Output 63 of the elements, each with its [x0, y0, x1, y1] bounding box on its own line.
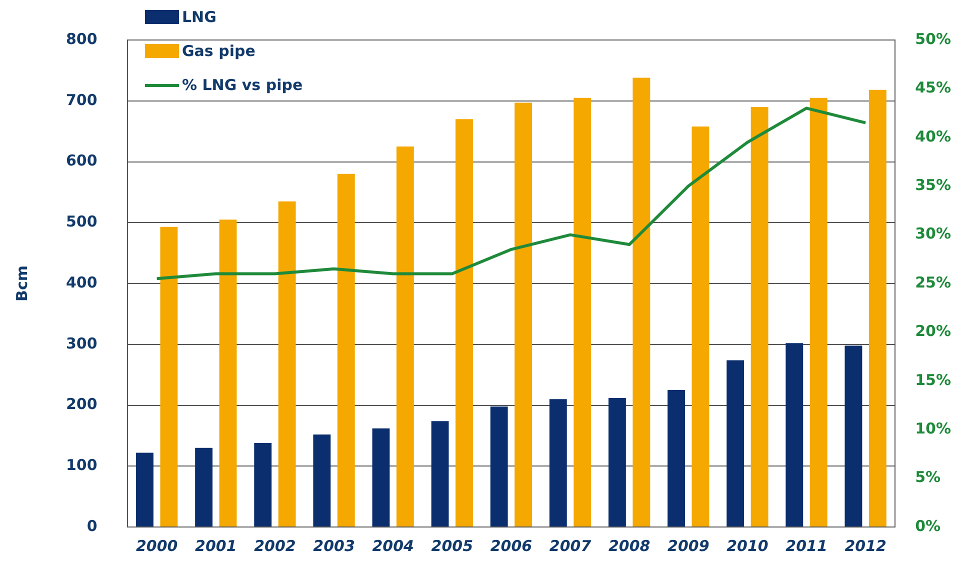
bar — [195, 448, 213, 526]
bar — [219, 220, 237, 526]
y2-tick-label: 40% — [915, 127, 952, 146]
x-tick-label: 2006 — [490, 536, 532, 555]
x-tick-label: 2007 — [549, 536, 592, 555]
bar — [431, 421, 449, 526]
bar — [844, 346, 862, 526]
bar — [313, 434, 331, 526]
x-tick-label: 2000 — [136, 536, 178, 555]
x-tick-label: 2008 — [608, 536, 650, 555]
x-tick-label: 2003 — [313, 536, 355, 555]
y-tick-label: 800 — [66, 30, 98, 48]
bar — [810, 98, 828, 526]
x-tick-label: 2010 — [726, 536, 768, 555]
y-tick-label: 400 — [66, 273, 98, 292]
x-tick-label: 2011 — [786, 536, 828, 555]
y2-tick-label: 15% — [915, 370, 952, 389]
bar — [668, 390, 685, 526]
y-axis-title: Bcm — [12, 266, 31, 302]
y-tick-label: 100 — [66, 456, 98, 474]
bar — [456, 119, 473, 526]
bar — [136, 452, 154, 526]
legend-label: Gas pipe — [182, 42, 256, 60]
y2-tick-label: 5% — [915, 468, 941, 486]
bar — [608, 398, 626, 526]
bar — [726, 360, 744, 526]
y-tick-label: 0 — [86, 516, 98, 535]
x-tick-label: 2012 — [844, 536, 886, 555]
bar — [692, 126, 710, 526]
legend-label: LNG — [182, 8, 216, 26]
y2-tick-label: 25% — [915, 273, 952, 292]
bar — [278, 201, 296, 526]
y-tick-label: 500 — [66, 212, 98, 231]
y-tick-label: 700 — [66, 90, 98, 109]
bar — [632, 78, 650, 526]
y2-tick-label: 35% — [915, 176, 952, 194]
y2-tick-label: 20% — [915, 322, 952, 340]
bar — [868, 90, 886, 526]
x-tick-label: 2005 — [431, 536, 474, 555]
bar — [254, 442, 272, 526]
bar — [786, 343, 804, 526]
y2-tick-label: 10% — [915, 419, 952, 438]
y2-tick-label: 45% — [915, 78, 952, 97]
bar — [160, 226, 178, 526]
bar — [750, 106, 768, 526]
y2-tick-label: 0% — [915, 516, 941, 535]
bar — [396, 146, 414, 526]
y-tick-label: 300 — [66, 334, 98, 352]
y2-tick-label: 50% — [915, 30, 952, 48]
bar — [372, 428, 390, 526]
bar — [574, 98, 592, 526]
bar — [514, 102, 532, 526]
x-tick-label: 2001 — [195, 536, 237, 555]
y-tick-label: 600 — [66, 152, 98, 170]
bar — [490, 406, 508, 526]
bar — [337, 174, 355, 526]
y-tick-label: 200 — [66, 395, 98, 414]
y2-tick-label: 30% — [915, 224, 952, 243]
x-tick-label: 2004 — [372, 536, 414, 555]
bar — [549, 399, 567, 526]
x-tick-label: 2009 — [668, 536, 710, 555]
x-tick-label: 2002 — [254, 536, 296, 555]
legend-label: % LNG vs pipe — [182, 76, 303, 94]
